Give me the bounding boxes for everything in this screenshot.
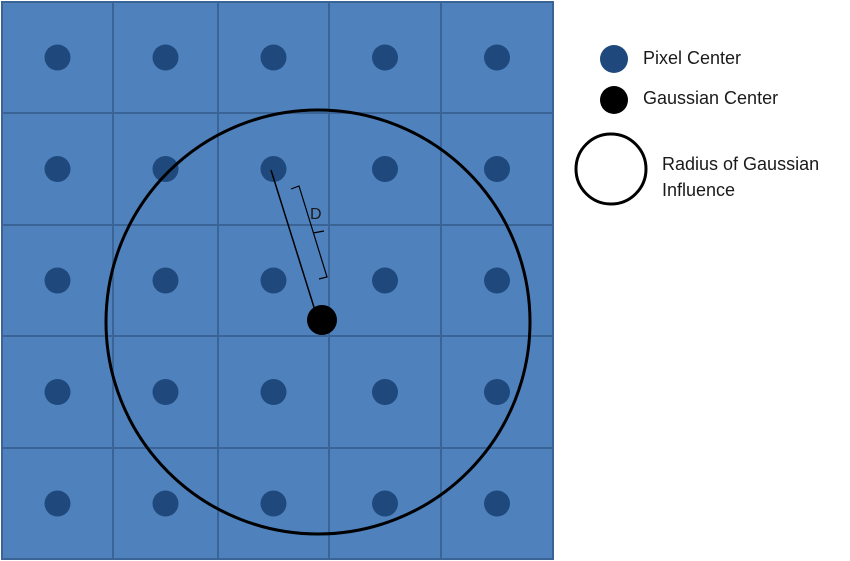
legend-label-radius-line1: Radius of Gaussian bbox=[662, 154, 819, 174]
pixel-center-dot bbox=[484, 156, 510, 182]
legend-label-gaussian-center: Gaussian Center bbox=[643, 88, 778, 108]
pixel-center-dot bbox=[44, 379, 71, 405]
pixel-center-dot bbox=[260, 156, 287, 182]
influence-circle-icon bbox=[574, 132, 648, 206]
legend-item-gaussian-center: Gaussian Center bbox=[600, 86, 778, 114]
pixel-center-dot bbox=[260, 44, 287, 71]
pixel-center-dot bbox=[260, 490, 287, 517]
legend: Pixel Center Gaussian Center Radius of G… bbox=[574, 45, 819, 206]
pixel-center-dot bbox=[260, 267, 287, 294]
legend-label-radius-line2: Influence bbox=[662, 180, 735, 200]
pixel-centers bbox=[44, 44, 510, 517]
pixel-center-dot bbox=[484, 490, 510, 517]
pixel-center-dot bbox=[484, 379, 510, 405]
pixel-center-dot bbox=[372, 379, 398, 405]
pixel-cell bbox=[440, 447, 554, 560]
pixel-center-dot bbox=[44, 267, 71, 294]
pixel-center-dot bbox=[372, 490, 398, 517]
pixel-center-dot bbox=[44, 156, 71, 182]
gaussian-center-dot bbox=[307, 305, 337, 335]
pixel-center-dot bbox=[152, 156, 179, 182]
gaussian-center-dot-icon bbox=[600, 86, 628, 114]
distance-line bbox=[270, 169, 319, 321]
pixel-center-dot bbox=[372, 44, 398, 71]
pixel-center-dot bbox=[44, 490, 71, 517]
pixel-center-dot bbox=[484, 44, 510, 71]
pixel-center-dot bbox=[44, 44, 71, 71]
pixel-center-dot bbox=[372, 156, 398, 182]
distance-label: D bbox=[310, 206, 322, 223]
pixel-center-dot-icon bbox=[600, 45, 628, 73]
pixel-grid bbox=[1, 1, 554, 560]
pixel-center-dot bbox=[260, 379, 287, 405]
distance-bracket bbox=[290, 185, 328, 280]
gaussian-influence-circle bbox=[104, 108, 532, 536]
legend-item-radius: Radius of Gaussian Influence bbox=[574, 132, 819, 206]
pixel-center-dot bbox=[372, 267, 398, 294]
pixel-center-dot bbox=[152, 267, 179, 294]
pixel-center-dot bbox=[484, 267, 510, 294]
pixel-center-dot bbox=[152, 490, 179, 517]
pixel-center-dot bbox=[152, 44, 179, 71]
pixel-center-dot bbox=[152, 379, 179, 405]
legend-label-pixel-center: Pixel Center bbox=[643, 48, 741, 68]
legend-item-pixel-center: Pixel Center bbox=[600, 45, 741, 73]
